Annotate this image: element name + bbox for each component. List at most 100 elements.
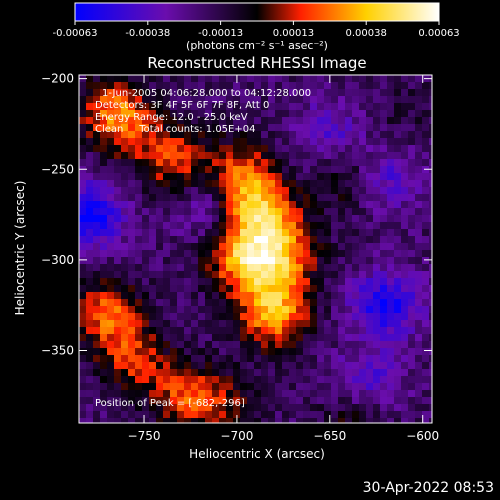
- heatmap-cell: [156, 320, 164, 328]
- heatmap-cell: [184, 117, 192, 125]
- heatmap-cell: [121, 145, 129, 153]
- heatmap-cell: [310, 264, 318, 272]
- heatmap-cell: [422, 103, 430, 111]
- heatmap-cell: [107, 201, 115, 209]
- heatmap-cell: [415, 215, 423, 223]
- heatmap-cell: [352, 194, 360, 202]
- x-tick-label: −600: [406, 429, 439, 443]
- heatmap-cell: [86, 96, 94, 104]
- heatmap-cell: [135, 166, 143, 174]
- heatmap-cell: [275, 383, 283, 391]
- heatmap-cell: [331, 82, 339, 90]
- heatmap-cell: [114, 411, 122, 419]
- heatmap-cell: [107, 271, 115, 279]
- heatmap-cell: [170, 194, 178, 202]
- heatmap-cell: [331, 103, 339, 111]
- heatmap-cell: [135, 243, 143, 251]
- heatmap-cell: [254, 166, 262, 174]
- heatmap-cell: [324, 82, 332, 90]
- heatmap-cell: [331, 264, 339, 272]
- heatmap-cell: [114, 75, 122, 83]
- heatmap-cell: [135, 376, 143, 384]
- heatmap-cell: [247, 383, 255, 391]
- heatmap-cell: [296, 236, 304, 244]
- heatmap-cell: [303, 103, 311, 111]
- heatmap-cell: [219, 131, 227, 139]
- heatmap-cell: [100, 278, 108, 286]
- heatmap-cell: [107, 187, 115, 195]
- heatmap-cell: [226, 82, 234, 90]
- heatmap-cell: [247, 215, 255, 223]
- heatmap-cell: [261, 110, 269, 118]
- heatmap-cell: [338, 411, 346, 419]
- heatmap-cell: [212, 229, 220, 237]
- heatmap-cell: [429, 355, 432, 363]
- heatmap-cell: [352, 110, 360, 118]
- heatmap-cell: [170, 138, 178, 146]
- heatmap-cell: [86, 89, 94, 97]
- heatmap-cell: [331, 285, 339, 293]
- heatmap-cell: [191, 271, 199, 279]
- heatmap-cell: [345, 376, 353, 384]
- heatmap-cell: [366, 208, 374, 216]
- heatmap-cell: [296, 334, 304, 342]
- heatmap-cell: [184, 96, 192, 104]
- heatmap-cell: [233, 383, 241, 391]
- heatmap-cell: [324, 138, 332, 146]
- heatmap-cell: [380, 383, 388, 391]
- heatmap-cell: [233, 278, 241, 286]
- heatmap-cell: [387, 180, 395, 188]
- heatmap-cell: [184, 250, 192, 258]
- annotation-time-range: 1-Jun-2005 04:06:28.000 to 04:12:28.000: [102, 88, 311, 99]
- heatmap-cell: [184, 152, 192, 160]
- heatmap-cell: [86, 383, 94, 391]
- heatmap-cell: [282, 201, 290, 209]
- heatmap-cell: [254, 159, 262, 167]
- heatmap-cell: [373, 75, 381, 83]
- heatmap-cell: [366, 383, 374, 391]
- heatmap-cell: [303, 208, 311, 216]
- colorbar-gradient: [75, 3, 439, 21]
- heatmap-cell: [422, 89, 430, 97]
- heatmap-cell: [401, 222, 409, 230]
- heatmap-cell: [149, 215, 157, 223]
- heatmap-cell: [170, 110, 178, 118]
- heatmap-cell: [226, 327, 234, 335]
- heatmap-cell: [142, 264, 150, 272]
- heatmap-cell: [373, 166, 381, 174]
- heatmap-cell: [408, 82, 416, 90]
- heatmap-cell: [254, 145, 262, 153]
- heatmap-cell: [184, 334, 192, 342]
- heatmap-cell: [275, 215, 283, 223]
- heatmap-cell: [268, 362, 276, 370]
- heatmap-cell: [177, 341, 185, 349]
- heatmap-cell: [268, 131, 276, 139]
- heatmap-cell: [212, 236, 220, 244]
- heatmap-cell: [149, 187, 157, 195]
- heatmap-cell: [79, 180, 87, 188]
- heatmap-cell: [303, 404, 311, 412]
- heatmap-cell: [135, 348, 143, 356]
- heatmap-cell: [142, 236, 150, 244]
- heatmap-cell: [114, 355, 122, 363]
- heatmap-cell: [198, 243, 206, 251]
- heatmap-cell: [366, 271, 374, 279]
- heatmap-cell: [212, 145, 220, 153]
- heatmap-cell: [415, 299, 423, 307]
- heatmap-cell: [282, 229, 290, 237]
- heatmap-cell: [163, 341, 171, 349]
- heatmap-cell: [191, 117, 199, 125]
- heatmap-cell: [289, 376, 297, 384]
- heatmap-cell: [219, 306, 227, 314]
- heatmap-cell: [366, 355, 374, 363]
- heatmap-cell: [128, 138, 136, 146]
- heatmap-cell: [380, 222, 388, 230]
- heatmap-cell: [387, 173, 395, 181]
- heatmap-cell: [359, 75, 367, 83]
- heatmap-cell: [338, 166, 346, 174]
- heatmap-cell: [338, 75, 346, 83]
- heatmap-cell: [261, 390, 269, 398]
- heatmap-cell: [79, 257, 87, 265]
- heatmap-cell: [415, 411, 423, 419]
- heatmap-cell: [380, 152, 388, 160]
